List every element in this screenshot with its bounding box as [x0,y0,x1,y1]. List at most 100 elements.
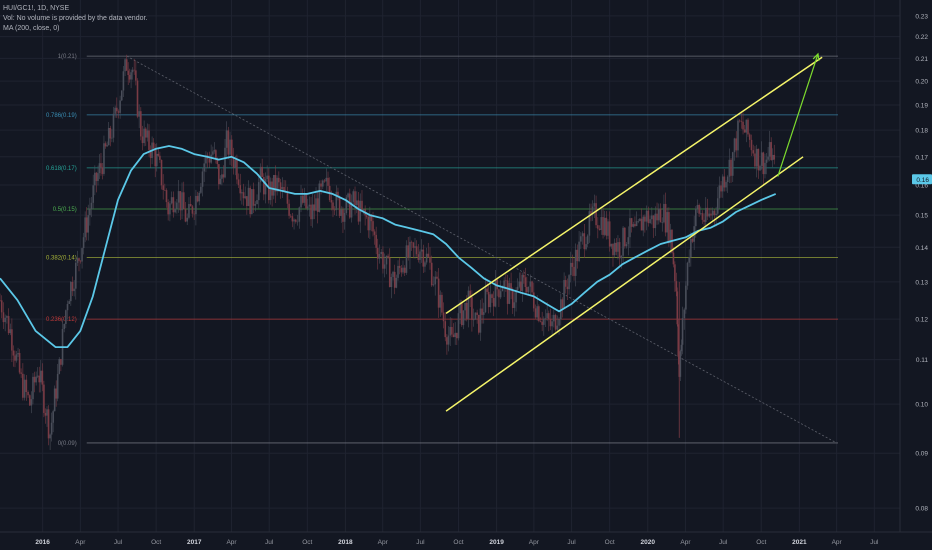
candle-body [101,167,104,174]
candle-body [639,218,641,222]
candle-body [111,137,113,139]
candle-body [415,246,418,255]
candle-body [498,289,500,298]
candle-body [454,332,456,338]
candle-body [681,318,684,345]
candle-body [503,280,505,288]
candle-body [603,217,606,235]
candle-body [322,180,324,187]
candle-body [152,142,155,149]
candle-body [491,294,493,298]
candle-body [342,209,344,222]
candle-body [695,208,697,227]
candle-body [680,344,683,352]
candle-body [474,312,477,320]
candle-body [452,334,455,338]
candle-body [486,288,488,292]
candle-body [586,235,589,245]
candle-body [149,149,152,158]
candle-body [315,198,317,211]
candle-body [53,388,56,412]
candle-body [496,279,498,290]
candle-body [405,245,408,273]
candle-body [236,159,238,180]
candle-body [622,227,624,256]
candle-body [737,120,739,151]
candle-body [148,130,150,150]
candle-body [179,191,182,211]
candle-body [249,187,251,215]
candle-body [529,281,532,287]
candle-body [469,290,471,298]
time-tick-label: Oct [302,539,312,546]
candle-body [71,281,74,292]
fib-level-label: 1(0.21) [58,54,77,60]
candle-body [308,204,311,207]
candle-body [425,253,428,263]
candle-body [29,395,31,406]
candle-body [523,274,525,278]
time-tick-label: 2019 [489,539,504,546]
candle-body [656,213,658,221]
candle-body [541,321,543,325]
candle-body [23,379,26,398]
candle-body [686,262,689,286]
candle-body [2,312,5,323]
candle-body [553,314,555,322]
time-axis-bg [0,532,932,550]
candle-body [422,249,425,267]
candle-body [138,111,140,117]
candle-body [47,409,50,439]
candle-body [644,216,646,222]
candle-body [11,329,13,351]
candle-body [663,203,665,223]
candle-body [189,203,192,207]
candle-body [659,208,662,223]
price-tick-label: 0.15 [915,213,928,220]
candle-body [106,145,108,147]
candle-body [266,175,268,180]
candle-body [508,283,511,304]
candle-body [494,279,497,307]
candle-body [511,290,514,308]
candle-body [487,291,490,308]
candle-body [135,70,137,81]
candle-body [771,154,774,161]
candle-body [597,225,599,229]
grid-layer [0,0,900,532]
fib-level-label: 0.786(0.19) [46,113,77,119]
candle-body [212,151,214,155]
candle-body [143,128,145,144]
candle-body [335,191,338,211]
candle-body [242,192,245,199]
candle-body [568,275,570,290]
fib-trend-diagonal [126,55,837,444]
candle-body [395,277,398,288]
candle-body [325,177,328,182]
candle-body [227,130,230,155]
time-tick-label: Apr [529,539,540,546]
candle-body [524,277,527,288]
candle-body [56,373,59,399]
candle-body [87,215,90,233]
candle-body [208,158,211,163]
candle-body [543,318,545,325]
candle-body [703,219,705,222]
candle-body [52,411,54,423]
candle-body [554,314,557,330]
legend-symbol[interactable]: HUI/GC1!, 1D, NYSE [3,5,70,12]
candle-body [573,266,575,276]
candle-body [713,210,716,216]
candle-body [740,121,743,122]
candle-body [247,187,250,207]
legend-ma[interactable]: MA (200, close, 0) [3,25,60,32]
candle-body [668,212,670,244]
candle-body [414,246,416,248]
candle-body [471,297,473,320]
candle-body [316,198,319,212]
candle-body [164,189,166,191]
candle-body [720,185,722,192]
candle-body [477,314,480,333]
candle-body [762,152,765,175]
